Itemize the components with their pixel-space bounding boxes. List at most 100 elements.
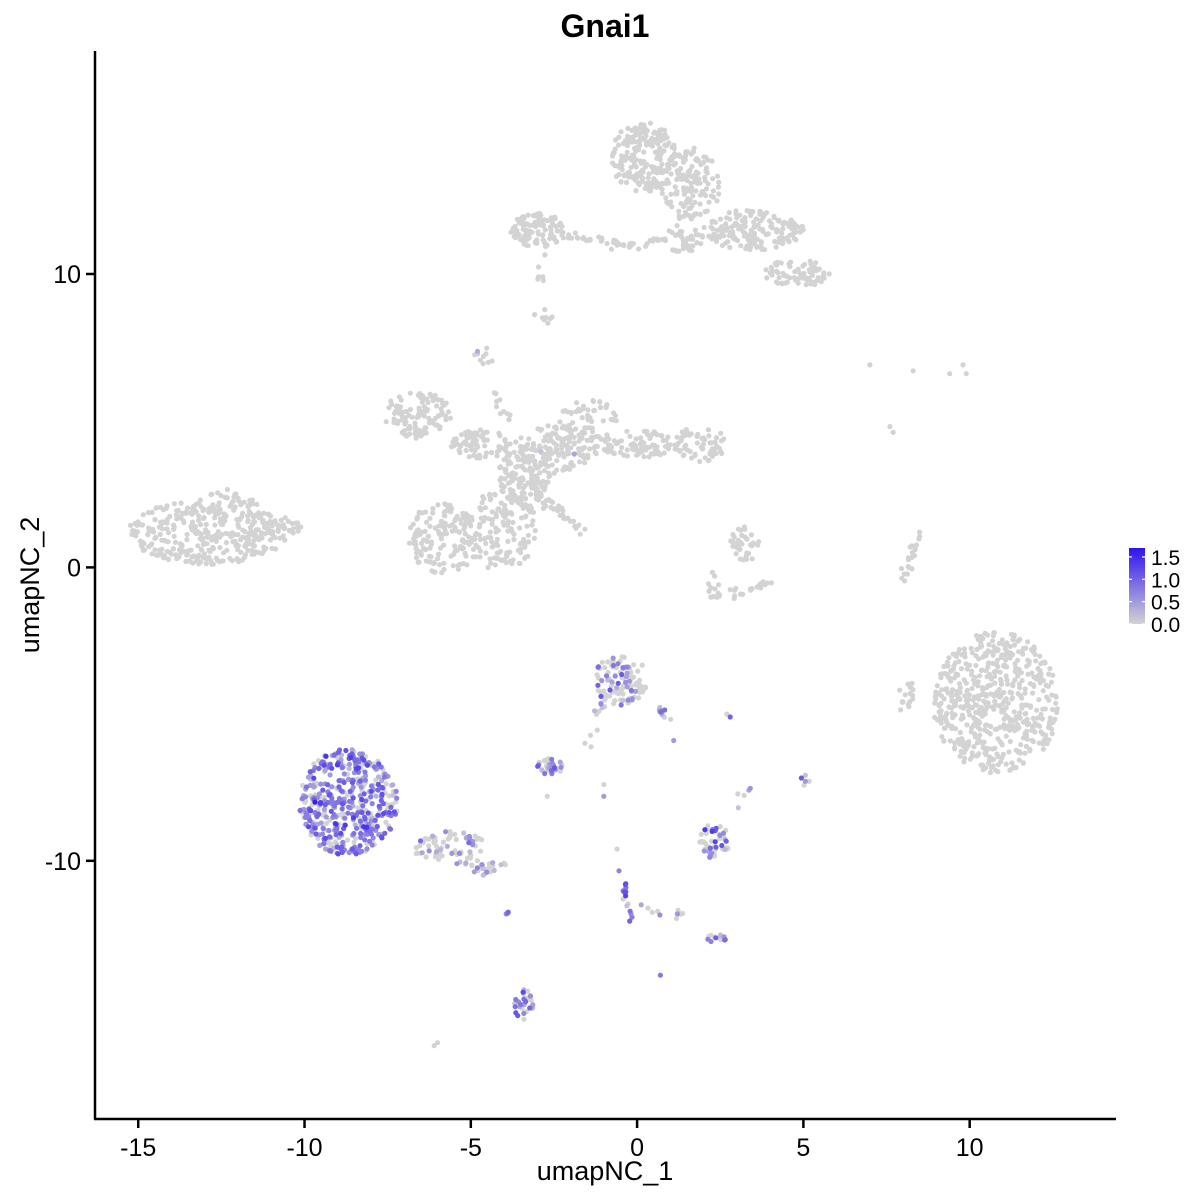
data-point	[703, 165, 710, 171]
data-point	[913, 542, 920, 548]
data-point	[222, 518, 228, 524]
data-point	[357, 778, 363, 784]
data-point	[505, 522, 511, 528]
data-point	[753, 216, 759, 222]
data-point	[587, 732, 594, 738]
data-point	[457, 561, 463, 568]
data-point	[668, 199, 674, 205]
data-point	[603, 404, 609, 410]
data-point	[493, 525, 499, 531]
data-point	[795, 224, 801, 230]
data-point	[339, 849, 345, 856]
data-point	[674, 911, 681, 917]
data-point	[334, 844, 340, 850]
data-point	[991, 630, 997, 636]
data-point	[988, 764, 994, 771]
data-point	[683, 149, 689, 155]
data-point	[224, 486, 230, 493]
data-point	[599, 659, 605, 665]
data-point	[426, 420, 433, 426]
data-point	[272, 535, 278, 541]
data-point	[339, 764, 345, 771]
data-point	[706, 433, 712, 439]
data-point	[973, 662, 979, 669]
data-point	[652, 149, 659, 155]
data-point	[538, 448, 544, 454]
data-point	[635, 668, 641, 674]
data-point	[631, 662, 637, 668]
data-point	[460, 513, 466, 519]
data-point	[390, 792, 396, 798]
data-point	[1010, 637, 1016, 643]
data-point	[661, 450, 667, 456]
data-point	[618, 129, 624, 135]
data-point	[159, 537, 165, 543]
data-point	[170, 522, 177, 528]
data-point	[1012, 677, 1018, 683]
data-point	[504, 411, 510, 417]
data-point	[375, 812, 381, 818]
data-point	[231, 506, 237, 512]
data-point	[949, 667, 955, 674]
data-point	[693, 232, 699, 238]
data-point	[686, 171, 692, 177]
data-point	[435, 556, 441, 562]
data-point	[1030, 739, 1036, 745]
data-point	[603, 693, 609, 699]
data-point	[522, 555, 528, 561]
data-point	[537, 481, 543, 487]
data-point	[542, 306, 548, 313]
data-point	[992, 702, 998, 708]
data-point	[459, 544, 465, 550]
data-point	[523, 998, 529, 1005]
data-point	[619, 671, 625, 678]
data-point	[1049, 726, 1055, 732]
data-point	[550, 499, 556, 505]
data-point	[549, 462, 555, 468]
data-point	[676, 248, 682, 254]
data-point	[1032, 720, 1038, 726]
data-point	[596, 434, 602, 440]
data-point	[482, 454, 488, 460]
data-point	[326, 792, 332, 798]
data-point	[636, 246, 642, 252]
legend-tick-label: 1.5	[1151, 547, 1180, 570]
data-point	[425, 534, 431, 540]
data-point	[897, 687, 903, 693]
data-point	[213, 508, 219, 514]
data-point	[472, 532, 478, 538]
data-point	[668, 171, 674, 177]
data-point	[705, 427, 712, 433]
data-point	[536, 274, 542, 280]
data-point	[649, 909, 655, 915]
data-point	[614, 846, 620, 852]
data-point	[436, 856, 442, 862]
data-point	[333, 821, 339, 827]
data-point	[466, 454, 472, 460]
data-point	[178, 515, 184, 521]
data-point	[529, 522, 535, 528]
data-point	[236, 498, 242, 504]
data-point	[977, 673, 983, 679]
data-point	[978, 643, 985, 650]
data-point	[981, 739, 987, 745]
data-point	[610, 655, 616, 661]
data-point	[990, 746, 996, 752]
data-point	[712, 573, 718, 579]
data-point	[210, 546, 217, 552]
data-point	[739, 541, 745, 547]
data-point	[982, 750, 988, 756]
data-point	[145, 532, 151, 538]
data-point	[323, 820, 330, 827]
data-point	[742, 219, 748, 225]
data-point	[451, 551, 457, 557]
data-point	[355, 810, 361, 816]
data-point	[578, 452, 584, 458]
data-point	[464, 539, 470, 545]
data-point	[140, 512, 146, 518]
data-point	[595, 682, 601, 688]
data-point	[346, 766, 352, 772]
data-point	[423, 547, 429, 553]
data-point	[530, 1002, 536, 1008]
data-point	[725, 239, 731, 245]
